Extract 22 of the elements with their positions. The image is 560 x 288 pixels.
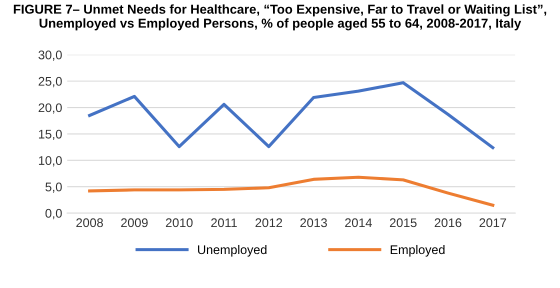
line-series: [88, 176, 494, 207]
x-tick-label: 2013: [300, 218, 327, 228]
y-tick-label: 15,0: [38, 130, 62, 140]
x-tick-label: 2011: [211, 218, 237, 228]
y-tick-label: 20,0: [38, 103, 62, 114]
legend-label: Employed: [390, 244, 445, 257]
x-tick-label: 2015: [390, 218, 417, 228]
legend-label: Unemployed: [198, 244, 266, 257]
chart-title: FIGURE 7– Unmet Needs for Healthcare, “Too Expensive, Far to Travel or Waiting List”, Unemployed vs Employed Persons, % of people aged 55 to 64, 2008-2017, Italy: [14, 4, 546, 30]
y-tick-label: 30,0: [38, 50, 62, 61]
x-tick-label: 2012: [256, 218, 282, 228]
x-tick-label: 2017: [480, 218, 506, 228]
y-tick-label: 0,0: [45, 208, 62, 220]
y-tick-label: 10,0: [38, 156, 62, 166]
x-tick-label: 2016: [434, 218, 462, 228]
y-tick-label: 25,0: [38, 76, 62, 88]
x-tick-label: 2008: [76, 218, 103, 228]
x-tick-label: 2014: [345, 218, 372, 228]
y-tick-label: 5,0: [45, 182, 62, 193]
x-tick-label: 2009: [121, 218, 148, 228]
line-series: [88, 81, 494, 150]
x-tick-label: 2010: [166, 218, 193, 228]
